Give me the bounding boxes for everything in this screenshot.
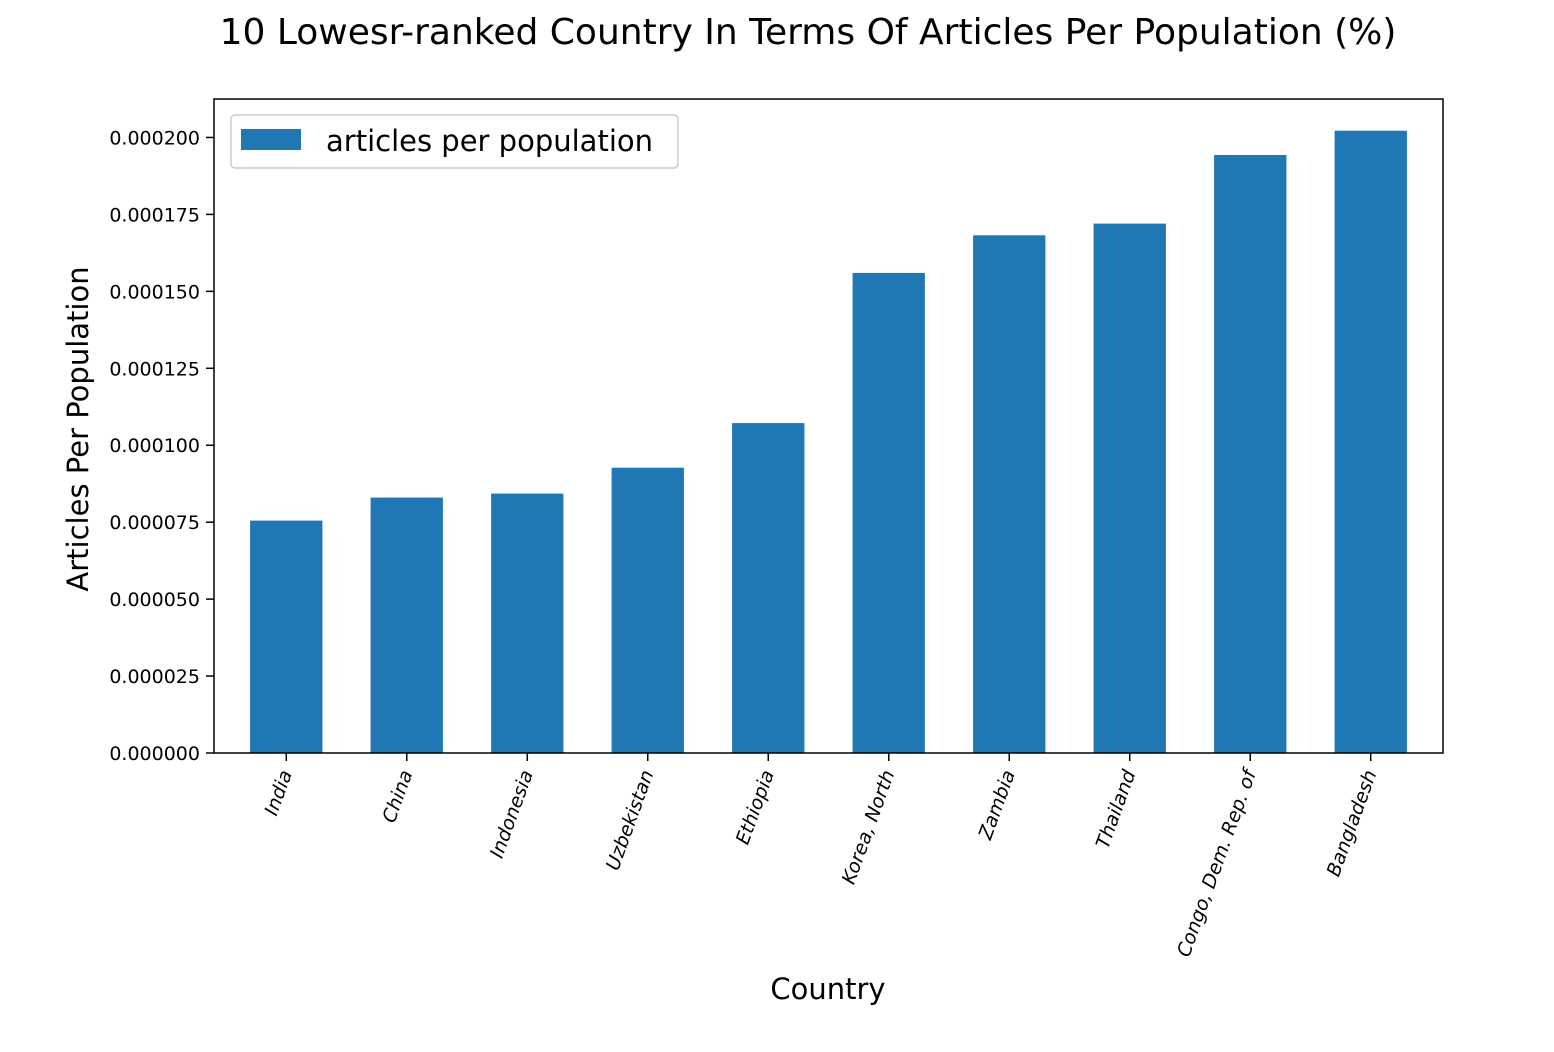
y-axis: 0.000000 0.000025 0.000050 0.000075 0.000100… [109,127,214,765]
y-tick-label: 0.000075 [109,512,200,534]
bar-korea-north [852,272,925,753]
x-tick-label: China [378,767,417,826]
bar-china [370,497,443,753]
x-tick-label: Uzbekistan [602,767,659,873]
x-tick-label: Congo, Dem. Rep. of [1173,764,1262,960]
x-tick-label: Zambia [974,767,1020,843]
legend-label: articles per population [326,124,653,158]
x-tick-label: Bangladesh [1323,767,1382,879]
y-tick-label: 0.000025 [109,666,200,688]
bar-indonesia [491,493,564,753]
bar-ethiopia [732,423,805,753]
legend: articles per population [230,114,679,169]
y-axis-label: Articles Per Population [61,266,95,591]
bar-zambia [973,235,1046,754]
x-tick-label: Indonesia [486,767,538,861]
legend-box [230,114,679,169]
y-tick-label: 0.000150 [109,281,200,303]
bars-group [250,130,1407,754]
y-tick-label: 0.000100 [109,435,200,457]
bar-bangladesh [1334,130,1407,753]
bar-india [250,520,323,753]
y-tick-label: 0.000050 [109,589,200,611]
bar-congo-dem-rep-of [1214,155,1287,753]
legend-swatch [241,129,301,150]
chart-title: 10 Lowesr-ranked Country In Terms Of Art… [220,12,1397,53]
y-tick-label: 0.000000 [109,743,200,765]
x-axis-label: Country [770,972,885,1006]
bar-uzbekistan [611,467,684,753]
bar-thailand [1093,223,1166,754]
x-tick-label: Ethiopia [732,767,779,847]
x-tick-label: India [260,767,297,818]
y-tick-label: 0.000125 [109,358,200,380]
plot-frame [213,98,1444,754]
x-tick-label: Korea, North [838,767,900,887]
x-tick-label: Thailand [1092,766,1141,851]
y-tick-label: 0.000200 [109,127,200,149]
y-tick-label: 0.000175 [109,204,200,226]
x-axis: India China Indonesia Uzbekistan Ethiopia Kor… [260,753,1381,960]
